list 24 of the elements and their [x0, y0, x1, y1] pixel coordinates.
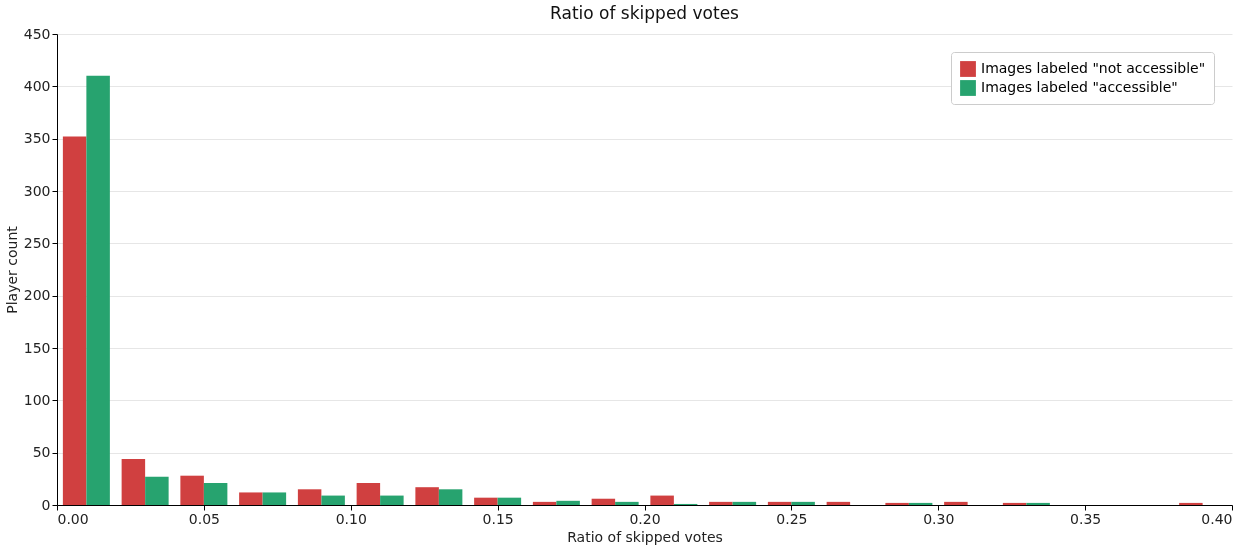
x-tick-label: 0.15 [482, 510, 514, 527]
x-tick-label: 0.25 [776, 510, 808, 527]
y-tick-label: 250 [23, 234, 51, 251]
x-tick-label: 0.30 [923, 510, 955, 527]
x-tick-label: 0.10 [335, 510, 367, 527]
x-tick-label: 0.05 [188, 510, 220, 527]
y-tick-label: 150 [23, 339, 51, 356]
x-tick-label: 0.20 [629, 510, 661, 527]
y-tick-label: 300 [23, 182, 51, 199]
y-tick-label: 100 [23, 391, 51, 408]
y-tick-label: 400 [23, 77, 51, 94]
x-axis-title: Ratio of skipped votes [567, 528, 723, 545]
chart-title: Ratio of skipped votes [550, 3, 740, 23]
legend-label: Images labeled "accessible" [981, 79, 1178, 95]
y-tick-label: 200 [23, 287, 51, 304]
legend-label: Images labeled "not accessible" [981, 60, 1206, 76]
y-tick-label: 450 [23, 25, 51, 42]
y-tick-label: 350 [23, 130, 51, 147]
y-tick-label: 50 [32, 444, 51, 461]
x-tick-label: 0.35 [1070, 510, 1102, 527]
y-axis-title: Player count [3, 225, 20, 314]
x-tick-label: 0.40 [1201, 510, 1233, 527]
y-tick-label: 0 [41, 496, 51, 513]
x-tick-label: 0.00 [57, 510, 89, 527]
